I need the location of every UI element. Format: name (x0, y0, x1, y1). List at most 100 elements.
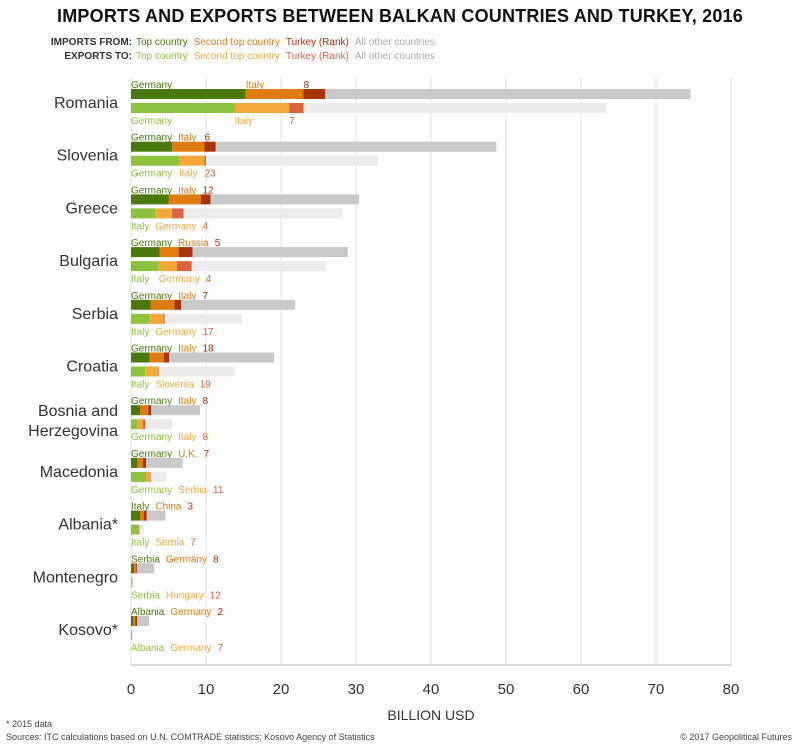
exports-bar-turkey (149, 471, 151, 482)
exports-bar-top (131, 419, 138, 430)
imports-bar-turkey (143, 510, 147, 521)
exports-label-turkey-rank: 8 (202, 432, 208, 443)
imports-bar-top (131, 194, 169, 205)
category-label: Herzegovina (28, 423, 118, 440)
imports-label-turkey-rank: 12 (202, 185, 214, 196)
imports-label-top: Germany (131, 238, 172, 249)
exports-bar-others (164, 313, 242, 324)
category-label: Slovenia (57, 148, 118, 165)
imports-label-turkey-rank: 6 (205, 133, 211, 144)
exports-label-top: Germany (131, 432, 172, 443)
exports-bar-others (206, 155, 378, 166)
exports-bar-others (132, 577, 134, 588)
exports-label-second: Serbia (178, 485, 207, 496)
legend-imports-others: All other countries (354, 37, 435, 48)
imports-bar-second (150, 299, 175, 310)
exports-bar-second (138, 524, 140, 535)
imports-bar-top (131, 141, 173, 152)
footnote: * 2015 data (6, 719, 53, 729)
x-tick-label: 30 (348, 681, 365, 698)
exports-label-second: Italy (235, 116, 253, 127)
exports-label-turkey-rank: 11 (213, 485, 224, 496)
exports-bar-others (183, 208, 343, 219)
exports-bar-second (146, 471, 150, 482)
imports-bar-second (140, 405, 149, 416)
exports-label-turkey-rank: 12 (210, 590, 222, 601)
exports-bar-turkey (204, 155, 206, 166)
imports-bar-others (210, 194, 359, 205)
exports-bar-others (139, 524, 145, 535)
imports-label-second: Italy (178, 133, 196, 144)
exports-bar-top (131, 208, 155, 219)
legend-imports-top: Top country (136, 37, 188, 48)
imports-bar-second (133, 616, 136, 626)
legend-exports-others: All other countries (354, 51, 435, 62)
imports-label-top: Germany (131, 80, 172, 91)
imports-bar-turkey (174, 299, 182, 310)
imports-label-second: Italy (178, 185, 196, 196)
imports-bar-others (137, 616, 149, 626)
imports-bar-turkey (164, 352, 170, 363)
exports-bar-turkey (176, 261, 192, 272)
imports-bar-others (146, 510, 166, 521)
sources-text: Sources: ITC calculations based on U.N. … (6, 732, 375, 742)
imports-label-turkey-rank: 2 (217, 607, 223, 618)
exports-bar-top (131, 313, 149, 324)
imports-bar-turkey (136, 563, 137, 574)
chart-title: IMPORTS AND EXPORTS BETWEEN BALKAN COUNT… (57, 6, 743, 26)
exports-bar-turkey (289, 103, 304, 113)
exports-label-turkey-rank: 17 (202, 327, 214, 338)
imports-label-top: Germany (131, 133, 172, 144)
exports-label-second: Germany (170, 643, 211, 654)
x-tick-label: 20 (273, 681, 290, 698)
x-tick-label: 80 (723, 681, 740, 698)
imports-label-second: Germany (166, 554, 207, 565)
imports-bar-top (131, 352, 150, 363)
imports-bar-others (192, 247, 348, 258)
imports-label-top: Albania (131, 607, 165, 618)
exports-label-top: Italy (131, 380, 149, 391)
imports-label-top: Germany (131, 185, 172, 196)
exports-label-top: Germany (131, 116, 172, 127)
imports-label-second: Italy (246, 80, 264, 91)
exports-bar-second (158, 261, 177, 272)
exports-bar-second (145, 366, 158, 377)
exports-bar-others (191, 261, 326, 272)
imports-bar-turkey (143, 457, 146, 468)
legend-exports-second: Second top country (193, 51, 280, 62)
imports-bar-second (140, 510, 144, 521)
imports-bar-others (181, 299, 296, 310)
imports-bar-top (131, 616, 134, 626)
exports-label-top: Italy (131, 274, 149, 285)
imports-bar-second (245, 89, 304, 99)
imports-bar-turkey (148, 405, 152, 416)
x-tick-label: 40 (423, 681, 440, 698)
exports-label-top: Italy (131, 538, 149, 549)
category-label: Bulgaria (59, 253, 118, 270)
imports-bar-turkey (200, 194, 211, 205)
exports-label-second: Italy (179, 169, 197, 180)
exports-label-second: Germany (159, 274, 200, 285)
exports-bar-turkey (163, 313, 165, 324)
exports-bar-top (131, 630, 132, 640)
exports-bar-top (131, 155, 179, 166)
exports-label-top: Serbia (131, 590, 160, 601)
category-label: Greece (66, 200, 119, 217)
exports-bar-second (234, 103, 290, 113)
imports-label-second: Italy (178, 396, 196, 407)
legend-imports: IMPORTS FROM: Top country Second top count… (30, 36, 441, 50)
exports-label-turkey-rank: 19 (200, 380, 212, 391)
imports-bar-others (215, 141, 497, 152)
imports-bar-top (131, 457, 138, 468)
imports-bar-turkey (204, 141, 216, 152)
imports-label-second: Italy (178, 291, 196, 302)
imports-bar-second (134, 563, 137, 574)
imports-bar-second (149, 352, 164, 363)
category-label: Montenegro (33, 569, 118, 586)
legend-exports-top: Top country (136, 51, 188, 62)
exports-bar-turkey (143, 419, 146, 430)
exports-label-second: Serbia (155, 538, 184, 549)
imports-bar-others (151, 405, 200, 416)
exports-bar-second (155, 208, 173, 219)
